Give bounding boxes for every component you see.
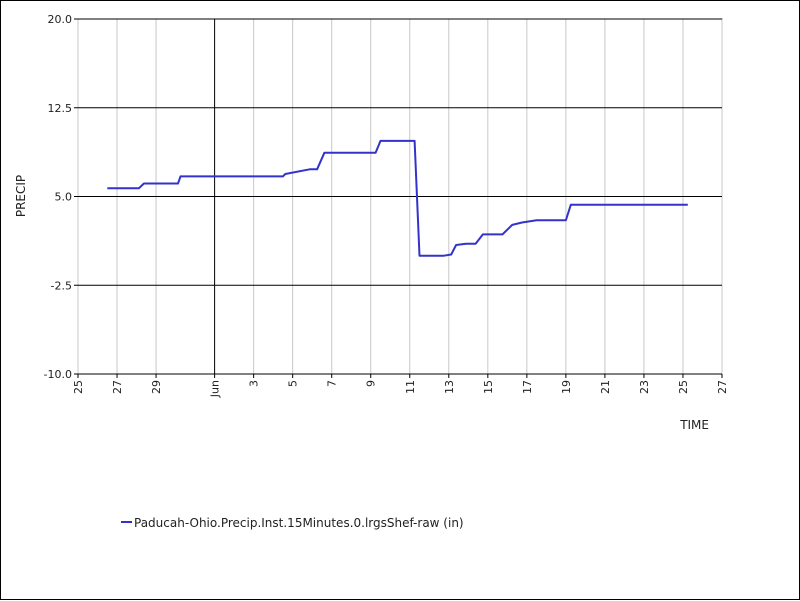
x-tick-label: Jun [209,380,222,398]
x-tick-label: 9 [365,380,378,387]
y-axis-title: PRECIP [14,175,28,217]
x-tick-label: 27 [111,380,124,394]
x-tick-label: 11 [404,380,417,394]
x-tick-label: 25 [72,380,85,394]
y-tick-label: -2.5 [51,279,72,292]
x-tick-label: 21 [599,380,612,394]
x-tick-label: 13 [443,380,456,394]
x-axis-title: TIME [679,418,709,432]
x-tick-label: 25 [677,380,690,394]
legend-label: Paducah-Ohio.Precip.Inst.15Minutes.0.lrg… [134,516,464,530]
x-axis-ticks: 25 27 29 Jun 3 5 7 9 11 13 15 17 19 21 23 25 27 [72,374,729,398]
legend: Paducah-Ohio.Precip.Inst.15Minutes.0.lrg… [121,516,464,530]
x-tick-label: 5 [287,380,300,387]
x-tick-label: 15 [482,380,495,394]
y-tick-label: -10.0 [44,368,72,381]
y-axis-ticks: -10.0 -2.5 5.0 12.5 20.0 [44,13,78,381]
y-tick-label: 12.5 [48,102,73,115]
x-tick-label: 7 [326,380,339,387]
x-tick-label: 29 [150,380,163,394]
series-lines [107,139,688,257]
x-tick-label: 23 [638,380,651,394]
x-tick-label: 27 [716,380,729,394]
horizontal-gridlines [78,18,722,375]
y-tick-label: 5.0 [55,191,73,204]
x-tick-label: 19 [560,380,573,394]
y-tick-label: 20.0 [48,13,73,26]
series-line-0 [107,139,688,257]
x-tick-label: 3 [248,380,261,387]
x-tick-label: 17 [521,380,534,394]
